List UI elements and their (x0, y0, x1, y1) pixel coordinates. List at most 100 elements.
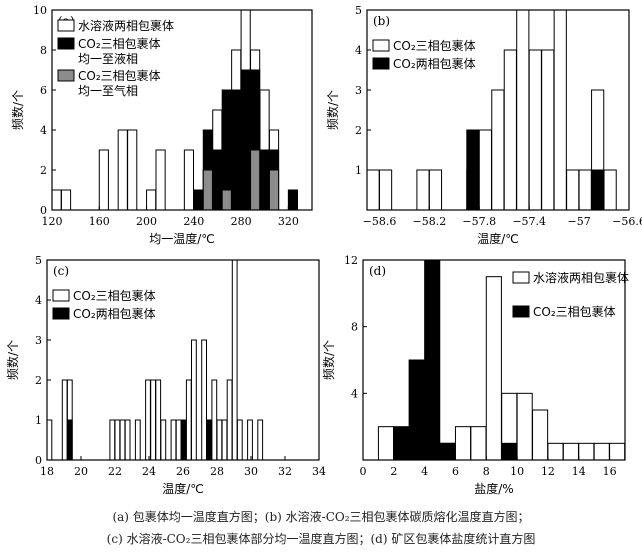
x-tick-label: −57.4 (512, 215, 546, 228)
bar-series2 (591, 169, 605, 211)
bar-series1 (416, 169, 430, 211)
bar-series2 (231, 89, 242, 211)
bar-series1 (503, 49, 517, 211)
bar-series1 (532, 409, 549, 461)
legend: CO₂三相包裹体 CO₂两相包裹体 (52, 288, 156, 321)
bar-series1 (134, 419, 141, 461)
x-tick-label: 6 (452, 465, 459, 478)
y-tick-label: 2 (35, 374, 42, 387)
legend-entry: 均一至液相 (78, 51, 138, 66)
bar-series1 (236, 419, 243, 461)
legend-swatch (372, 57, 390, 70)
panel-label: (d) (369, 264, 386, 278)
bar-series1 (578, 169, 592, 211)
bar-series2 (501, 442, 518, 461)
bar-series3 (268, 169, 280, 211)
legend-entry: CO₂两相包裹体 (73, 306, 156, 321)
bar-series1 (516, 392, 533, 461)
y-tick-label: 5 (355, 4, 362, 17)
bar-series1 (185, 379, 192, 461)
bar-series1 (145, 379, 151, 461)
x-tick-label: 14 (572, 465, 586, 478)
y-tick-label: 5 (35, 254, 42, 267)
bar-series1 (562, 442, 579, 461)
caption-line-2: (c) 水溶液-CO₂三相包裹体部分均一温度直方图；(d) 矿区包裹体盐度统计直… (106, 532, 536, 546)
legend-entry: CO₂两相包裹体 (393, 56, 476, 71)
bar-series1 (211, 379, 218, 461)
x-tick-label: 32 (278, 465, 292, 478)
bar-series1 (98, 149, 109, 211)
bar-series2 (66, 419, 73, 461)
legend-entry: CO₂三相包裹体 (533, 304, 616, 319)
y-tick-label: 10 (33, 4, 47, 17)
x-axis-label: 温度/℃ (477, 231, 519, 246)
x-tick-label: 280 (231, 215, 252, 228)
chart-panel-3: 18 20 22 24 26 28 30 32 34012345(c)温度/℃频数/个CO₂三相… (5, 254, 326, 496)
bar-series1 (46, 419, 53, 461)
bar-series1 (541, 49, 555, 211)
bar-series1 (603, 169, 617, 211)
legend-swatch (512, 271, 530, 284)
bar-series1 (109, 419, 116, 461)
x-tick-label: −56.6 (612, 215, 642, 228)
bar-series2 (287, 189, 299, 211)
legend: CO₂三相包裹体 CO₂两相包裹体 (372, 38, 476, 71)
plot-frame (51, 9, 313, 211)
bar-series1 (553, 9, 567, 211)
y-axis-label: 频数/个 (325, 90, 340, 130)
bar-series1 (216, 419, 223, 461)
y-tick-label: 4 (35, 294, 42, 307)
panel-label: (b) (373, 14, 390, 28)
x-tick-label: −57 (567, 215, 590, 228)
x-tick-label: 18 (40, 465, 54, 478)
caption-line-1: (a) 包裹体均一温度直方图；(b) 水溶液-CO₂三相包裹体碳质熔化温度直方图… (112, 510, 530, 524)
bar-series2 (424, 259, 441, 461)
y-axis-label: 频数/个 (5, 340, 20, 380)
x-axis-label: 均一温度/℃ (149, 231, 215, 246)
x-tick-label: 30 (244, 465, 258, 478)
x-tick-label: 16 (603, 465, 617, 478)
bar-series1 (127, 129, 138, 211)
x-axis-label: 盐度/% (474, 481, 513, 496)
y-tick-label: 2 (40, 164, 47, 177)
bar-series1 (226, 379, 233, 461)
bar-series1 (231, 259, 238, 461)
legend-swatch (57, 19, 75, 32)
bar-series2 (212, 149, 223, 211)
bar-series2 (408, 359, 425, 461)
bar-series1 (566, 169, 580, 211)
bar-series2 (206, 419, 213, 461)
bar-series1 (547, 442, 564, 461)
y-tick-label: 6 (40, 84, 47, 97)
legend-entry: CO₂三相包裹体 (78, 68, 161, 83)
bar-series3 (202, 169, 213, 211)
x-tick-label: 4 (421, 465, 428, 478)
bar-series1 (60, 189, 72, 211)
bar-series1 (257, 419, 264, 461)
x-tick-label: 240 (183, 215, 204, 228)
bar-series1 (470, 426, 487, 461)
x-tick-label: 34 (312, 465, 326, 478)
panel-label: (c) (53, 264, 69, 278)
legend-entry: 水溶液两相包裹体 (78, 18, 174, 33)
bar-series3 (250, 149, 261, 211)
bar-series1 (366, 169, 380, 211)
y-tick-label: 1 (35, 414, 42, 427)
bar-series1 (485, 276, 502, 461)
bar-series1 (119, 419, 126, 461)
bar-series1 (221, 419, 228, 461)
bar-series1 (160, 419, 167, 461)
y-tick-label: 8 (351, 321, 358, 334)
bar-series1 (61, 379, 68, 461)
legend-swatch (52, 289, 70, 302)
bar-series3 (221, 189, 232, 211)
bar-series1 (170, 419, 177, 461)
bar-series1 (117, 129, 128, 211)
y-tick-label: 4 (40, 124, 47, 137)
bar-series1 (578, 442, 595, 461)
legend: 水溶液两相包裹体 CO₂三相包裹体 (512, 270, 629, 319)
bar-series1 (247, 419, 253, 461)
y-tick-label: 0 (40, 204, 47, 217)
legend-swatch (57, 37, 75, 50)
